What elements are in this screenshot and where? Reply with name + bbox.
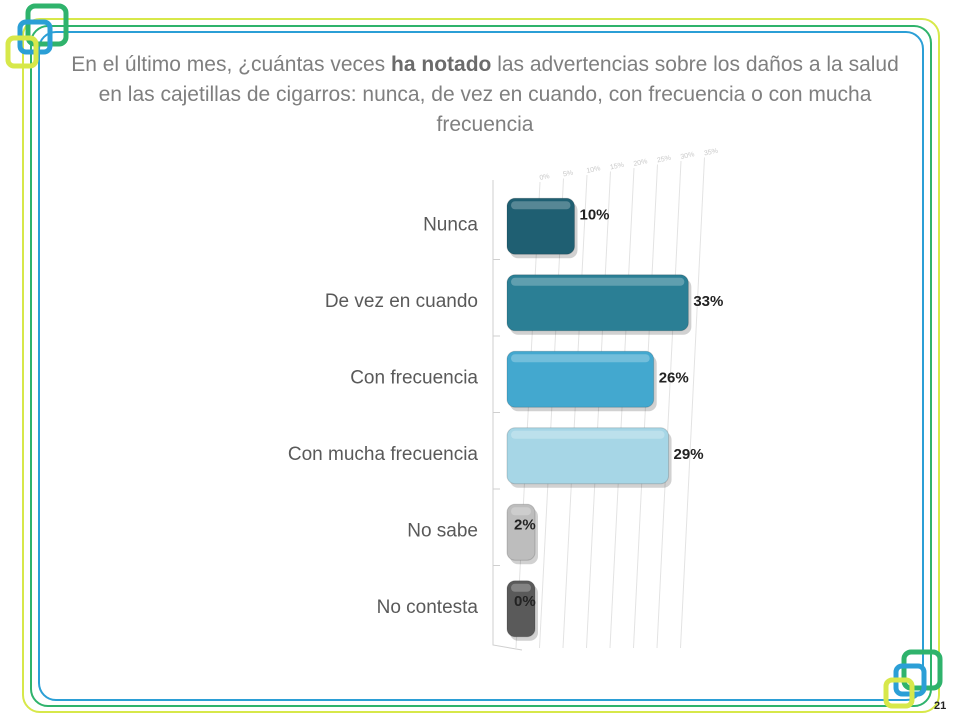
category-label: Con frecuencia bbox=[350, 367, 478, 388]
chart-axis-frame bbox=[492, 180, 523, 651]
category-label: Nunca bbox=[423, 214, 478, 235]
bar-highlight bbox=[511, 583, 531, 592]
gridline bbox=[515, 181, 541, 649]
bar bbox=[506, 427, 670, 485]
logo-bottom-right bbox=[878, 646, 948, 716]
gridline bbox=[562, 174, 588, 649]
x-tick-label: 35% bbox=[703, 148, 718, 158]
x-tick-label: 30% bbox=[680, 151, 695, 161]
frame-yellow-outer bbox=[22, 18, 940, 713]
gridline bbox=[656, 160, 682, 649]
category-label: No contesta bbox=[377, 597, 479, 618]
frame-blue bbox=[38, 31, 924, 701]
bar-highlight bbox=[511, 430, 665, 439]
category-label: Con mucha frecuencia bbox=[288, 444, 479, 465]
x-tick-label: 0% bbox=[539, 173, 550, 182]
page-number: 21 bbox=[934, 700, 947, 712]
bar bbox=[506, 503, 536, 561]
bar bbox=[506, 580, 536, 638]
bar-highlight bbox=[511, 507, 531, 516]
gridline bbox=[609, 167, 635, 649]
bar bbox=[506, 274, 689, 332]
x-tick-label: 5% bbox=[562, 170, 573, 179]
bar-highlight bbox=[511, 201, 571, 210]
bar-highlight bbox=[511, 354, 650, 363]
title-part-1: En el último mes, ¿cuántas veces bbox=[71, 53, 392, 76]
x-tick-label: 10% bbox=[586, 165, 601, 175]
gridline bbox=[539, 178, 564, 649]
title-part-2: las advertencias sobre los daños a la sa… bbox=[98, 53, 899, 136]
category-label: De vez en cuando bbox=[325, 291, 478, 312]
category-label: No sabe bbox=[407, 520, 478, 541]
value-label: 10% bbox=[580, 206, 610, 223]
gridline bbox=[586, 171, 611, 649]
value-label: 26% bbox=[659, 369, 689, 386]
gridline bbox=[680, 157, 705, 649]
frame-green bbox=[30, 25, 932, 707]
slide-title: En el último mes, ¿cuántas veces ha nota… bbox=[70, 50, 900, 140]
value-label: 2% bbox=[514, 516, 536, 533]
x-tick-label: 15% bbox=[609, 162, 624, 172]
value-label: 33% bbox=[693, 293, 723, 310]
x-tick-label: 20% bbox=[633, 158, 648, 168]
x-tick-label: 25% bbox=[656, 155, 671, 165]
bar bbox=[506, 197, 575, 255]
value-label: 0% bbox=[514, 593, 536, 610]
logo-top-left bbox=[0, 0, 80, 80]
bar bbox=[506, 350, 655, 408]
value-label: 29% bbox=[674, 446, 704, 463]
bar-highlight bbox=[511, 277, 685, 286]
title-bold: ha notado bbox=[391, 53, 492, 76]
